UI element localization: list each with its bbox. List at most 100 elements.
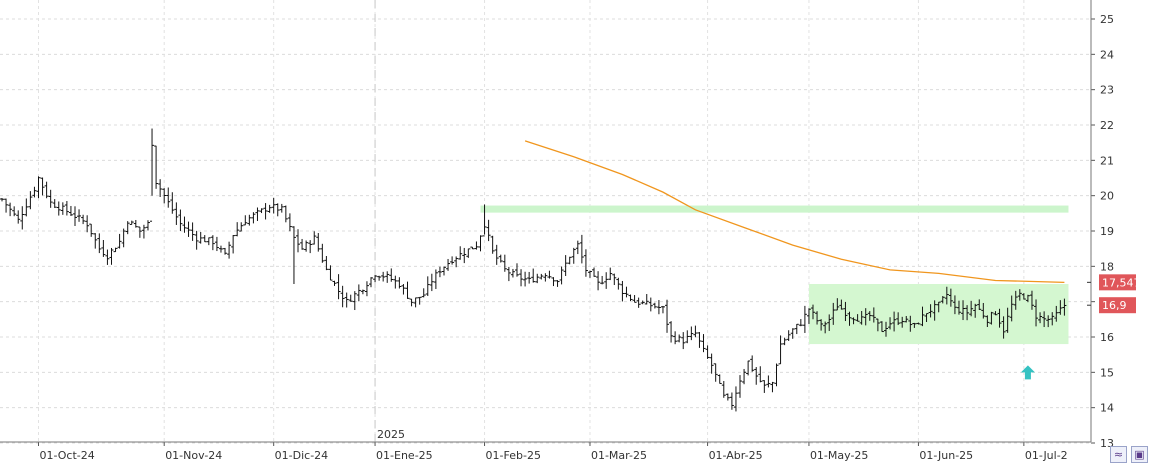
ohlc-bar — [1013, 290, 1018, 310]
ohlc-bar — [952, 295, 957, 315]
overlay-areas — [480, 205, 1069, 345]
ohlc-bar — [312, 231, 317, 245]
zoom-curve-icon[interactable]: ≈ — [1110, 446, 1127, 463]
ohlc-bar — [275, 203, 280, 217]
ohlc-bar — [815, 311, 820, 325]
ohlc-bar — [567, 256, 572, 265]
ohlc-bar — [259, 208, 264, 214]
ohlc-bar — [859, 310, 864, 325]
ohlc-bar — [486, 219, 491, 242]
ohlc-bar — [1050, 312, 1055, 326]
ohlc-bar — [510, 268, 515, 278]
ohlc-bar — [194, 230, 199, 250]
ohlc-bar — [466, 248, 471, 258]
ohlc-bar — [64, 201, 69, 216]
y-tick-label: 25 — [1100, 13, 1114, 26]
ohlc-bar — [571, 247, 576, 264]
x-tick-label: 01-Nov-24 — [165, 449, 222, 462]
ohlc-bar — [271, 197, 276, 214]
ohlc-bar — [1038, 312, 1043, 324]
ohlc-bar — [40, 177, 45, 196]
ohlc-bar — [592, 267, 597, 277]
ohlc-bar — [762, 380, 767, 393]
ohlc-bar — [279, 203, 284, 213]
y-tick-label: 19 — [1100, 225, 1114, 238]
ohlc-bar — [819, 319, 824, 331]
ohlc-bar — [158, 179, 163, 197]
ohlc-bar — [1017, 289, 1022, 301]
ohlc-bar — [1001, 316, 1006, 339]
ohlc-bar — [141, 224, 146, 239]
ohlc-bar — [218, 245, 223, 253]
ohlc-bar — [304, 240, 309, 252]
ohlc-bar — [1005, 307, 1010, 333]
value-tag-label: 16,9 — [1102, 299, 1127, 312]
ohlc-bar — [296, 229, 301, 253]
ohlc-bar — [587, 270, 592, 278]
ohlc-bar — [531, 268, 536, 283]
ohlc-bar — [356, 284, 361, 302]
ohlc-bar — [855, 314, 860, 322]
ohlc-bar — [251, 212, 256, 224]
ohlc-bar — [287, 213, 292, 232]
ohlc-bar — [778, 335, 783, 365]
ohlc-bar — [28, 191, 33, 210]
ohlc-bar — [790, 328, 795, 339]
ohlc-bar — [210, 235, 215, 251]
ohlc-bar — [912, 322, 917, 328]
ohlc-bar — [166, 187, 171, 208]
ohlc-bar — [928, 304, 933, 318]
ohlc-bar — [879, 321, 884, 333]
x-tick-label: 01-Abr-25 — [709, 449, 763, 462]
ohlc-bar — [332, 280, 337, 286]
ohlc-bar — [32, 186, 37, 198]
ohlc-bar — [543, 273, 548, 282]
ohlc-bar — [729, 392, 734, 410]
ohlc-bar — [871, 307, 876, 323]
ohlc-bar — [77, 209, 82, 222]
ohlc-bar — [150, 128, 155, 222]
ohlc-bar — [969, 300, 974, 317]
ohlc-bar — [52, 199, 57, 208]
ohlc-bar — [44, 181, 49, 199]
ohlc-bar — [316, 233, 321, 252]
ohlc-bar — [685, 330, 690, 344]
ohlc-bar — [291, 226, 296, 284]
value-tag-box — [1099, 274, 1136, 291]
ohlc-bar — [20, 206, 25, 230]
ohlc-bar — [977, 299, 982, 310]
ohlc-bar — [579, 234, 584, 264]
ohlc-bar — [389, 268, 394, 282]
save-disk-icon[interactable]: ▣ — [1131, 446, 1148, 463]
ohlc-bar — [190, 222, 195, 241]
ohlc-bar — [24, 198, 29, 217]
gridlines — [0, 0, 1091, 444]
ohlc-bar — [555, 280, 560, 287]
x-tick-label: 01-Ene-25 — [376, 449, 433, 462]
ohlc-bar — [620, 280, 625, 302]
ohlc-bar — [81, 214, 86, 225]
ohlc-bar — [843, 301, 848, 322]
ohlc-bar — [145, 220, 150, 231]
ohlc-bar — [446, 258, 451, 271]
ohlc-bar — [255, 207, 260, 221]
ohlc-bar — [506, 266, 511, 282]
ohlc-bar — [48, 189, 53, 208]
ohlc-bars — [0, 128, 1067, 412]
ohlc-bar — [652, 302, 657, 309]
ohlc-bar — [742, 368, 747, 385]
ohlc-bar — [320, 243, 325, 263]
ohlc-bar — [117, 233, 122, 249]
ohlc-bar — [989, 311, 994, 325]
ohlc-bar — [746, 360, 751, 376]
ohlc-bar — [1054, 305, 1059, 322]
ohlc-bar — [174, 202, 179, 225]
ohlc-bar — [660, 305, 665, 314]
ohlc-bar — [733, 386, 738, 412]
ohlc-bar — [738, 375, 743, 398]
ohlc-bar — [535, 273, 540, 284]
ohlc-bar — [12, 206, 17, 217]
ohlc-bar — [701, 334, 706, 353]
ohlc-bar — [514, 263, 519, 277]
ohlc-bar — [892, 311, 897, 332]
